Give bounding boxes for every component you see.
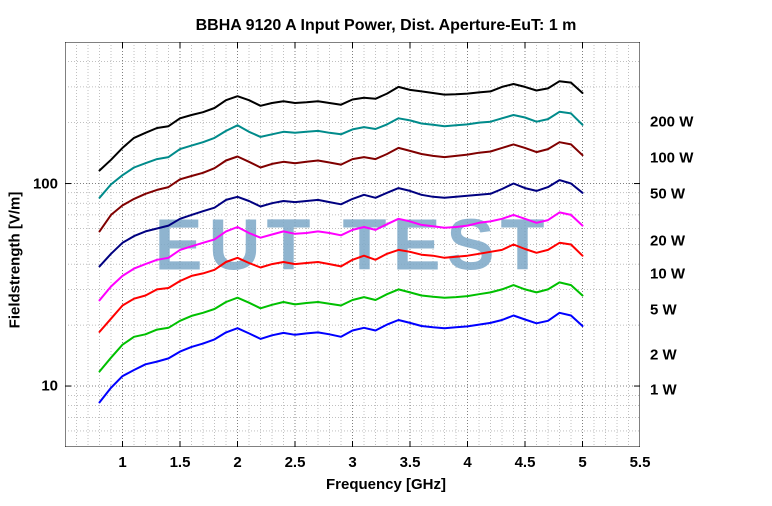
x-tick-label: 4 xyxy=(463,454,471,471)
y-axis-label: Fieldstrength [V/m] xyxy=(7,192,24,329)
x-tick-label: 3.5 xyxy=(400,454,421,471)
y-tick-label: 100 xyxy=(33,175,58,192)
x-tick-label: 5 xyxy=(578,454,586,471)
series-label: 20 W xyxy=(650,233,685,250)
chart-title: BBHA 9120 A Input Power, Dist. Aperture-… xyxy=(0,17,772,35)
x-tick-label: 2 xyxy=(233,454,241,471)
plot-area: EUT TEST xyxy=(65,42,640,447)
series-label: 100 W xyxy=(650,150,693,167)
y-tick-label: 10 xyxy=(41,378,58,395)
series-label: 2 W xyxy=(650,347,677,364)
chart-container: BBHA 9120 A Input Power, Dist. Aperture-… xyxy=(0,0,772,506)
x-tick-label: 2.5 xyxy=(285,454,306,471)
series-label: 200 W xyxy=(650,114,693,131)
x-tick-label: 1.5 xyxy=(170,454,191,471)
series-label: 50 W xyxy=(650,186,685,203)
series-label: 10 W xyxy=(650,266,685,283)
x-tick-label: 3 xyxy=(348,454,356,471)
series-label: 1 W xyxy=(650,382,677,399)
svg-text:EUT TEST: EUT TEST xyxy=(154,206,550,286)
x-tick-label: 5.5 xyxy=(630,454,651,471)
x-axis-label: Frequency [GHz] xyxy=(0,476,772,493)
x-tick-label: 1 xyxy=(118,454,126,471)
x-tick-label: 4.5 xyxy=(515,454,536,471)
series-label: 5 W xyxy=(650,302,677,319)
